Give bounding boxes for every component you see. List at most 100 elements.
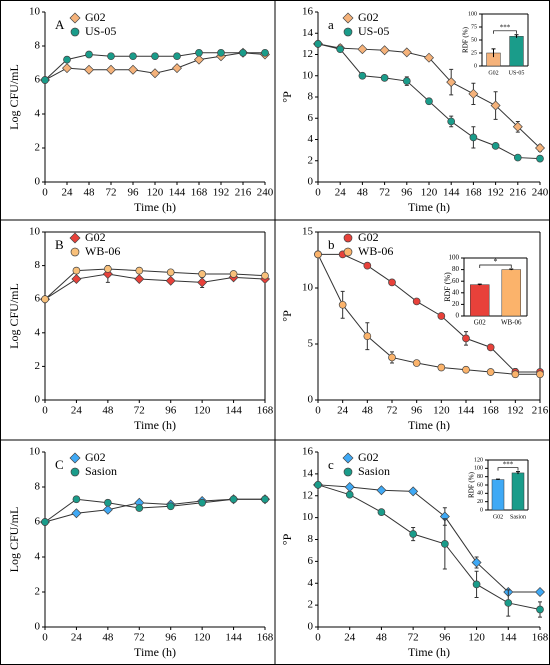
marker (338, 300, 347, 309)
marker (363, 332, 372, 341)
marker (198, 270, 206, 278)
marker (535, 143, 545, 153)
marker (102, 504, 113, 515)
x-tick-label: 96 (401, 187, 413, 199)
marker (63, 55, 71, 64)
x-tick-label: 24 (71, 405, 83, 417)
x-tick-label: 192 (213, 187, 230, 199)
x-tick-label: 72 (379, 187, 390, 199)
x-tick-label: G02 (474, 319, 487, 327)
x-tick-label: 120 (194, 405, 211, 417)
legend-marker (343, 233, 353, 243)
marker (239, 48, 247, 57)
marker (513, 153, 522, 162)
y-tick-label: 6 (35, 516, 41, 528)
y-axis-label: Log CFU/mL (7, 507, 21, 573)
y-tick-label: 8 (308, 533, 314, 545)
legend-marker (69, 12, 81, 24)
marker (377, 508, 386, 517)
bar (511, 472, 525, 511)
y-tick-label: 6 (308, 555, 314, 567)
marker (336, 45, 345, 54)
marker (447, 117, 456, 126)
series-line (44, 273, 266, 300)
bar (501, 269, 521, 317)
y-tick-label: 80 (477, 474, 483, 480)
marker (379, 45, 390, 56)
y-tick-label: 6 (35, 74, 41, 86)
y-tick-label: 40 (477, 491, 483, 497)
marker (41, 518, 49, 526)
marker (468, 88, 479, 99)
significance-label: * (494, 257, 498, 266)
panel-letter: c (328, 457, 334, 472)
x-tick-label: 0 (42, 187, 48, 199)
marker (412, 297, 421, 306)
marker (437, 312, 446, 320)
x-tick-label: 96 (411, 405, 423, 417)
x-tick-label: 168 (482, 405, 499, 417)
x-tick-label: 168 (532, 632, 549, 644)
marker (344, 482, 355, 492)
panel-letter: A (55, 17, 65, 32)
marker (135, 504, 144, 512)
x-tick-label: 144 (500, 632, 517, 644)
x-axis-label: Time (h) (408, 645, 450, 659)
marker (166, 268, 175, 277)
y-tick-label: 10 (29, 226, 41, 238)
x-tick-label: 216 (532, 405, 549, 417)
legend-marker (70, 467, 80, 477)
x-tick-label: 144 (169, 187, 186, 199)
marker (345, 490, 354, 499)
x-tick-label: 48 (84, 187, 96, 199)
x-tick-label: 72 (387, 405, 398, 417)
marker (536, 605, 544, 614)
marker (412, 359, 421, 367)
marker (512, 121, 523, 132)
marker (197, 277, 208, 288)
series-line (317, 484, 541, 610)
marker (229, 495, 238, 504)
significance-bracket (497, 467, 519, 471)
marker (129, 52, 137, 61)
y-tick-label: 4 (35, 108, 41, 120)
marker (195, 48, 203, 57)
y-axis-label: Log CFU/mL (7, 283, 21, 349)
error-bar (491, 48, 496, 58)
x-tick-label: 24 (335, 187, 347, 199)
error-bar (509, 268, 514, 271)
x-tick-label: G02 (493, 514, 503, 520)
marker (486, 368, 495, 376)
marker (151, 52, 159, 61)
x-tick-label: 72 (408, 632, 419, 644)
marker (424, 52, 434, 63)
x-tick-label: 48 (362, 405, 374, 417)
panel-letter: a (328, 17, 334, 32)
y-tick-label: 0 (480, 507, 483, 513)
x-tick-label: 72 (134, 405, 145, 417)
marker (462, 365, 470, 374)
x-tick-label: 72 (106, 187, 117, 199)
y-axis-label: Log CFU/mL (7, 64, 21, 130)
x-tick-label: 48 (357, 187, 369, 199)
legend-label: G02 (358, 230, 379, 244)
x-tick-label: 96 (165, 405, 177, 417)
y-tick-label: 0 (308, 621, 314, 633)
marker (217, 48, 225, 57)
x-tick-label: 240 (532, 187, 549, 199)
marker (261, 271, 269, 280)
marker (491, 142, 500, 150)
y-tick-label: 8 (308, 91, 314, 103)
legend-marker (69, 232, 81, 244)
significance-bracket (479, 264, 512, 269)
panel-letter: B (55, 237, 64, 252)
x-tick-label: US-05 (509, 70, 525, 76)
bar (491, 479, 505, 511)
y-tick-label: 14 (302, 27, 314, 39)
legend-label: WB-06 (85, 244, 120, 258)
marker (104, 265, 112, 273)
y-tick-label: 25 (471, 50, 477, 56)
y-tick-label: 10 (29, 6, 41, 18)
marker (150, 68, 160, 79)
y-tick-label: 10 (29, 446, 41, 458)
